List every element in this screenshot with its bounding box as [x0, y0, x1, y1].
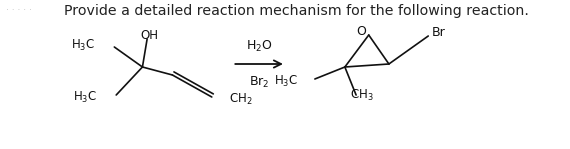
Text: CH$_3$: CH$_3$ — [350, 88, 373, 103]
Text: . . . . .: . . . . . — [6, 3, 31, 12]
Text: CH$_2$: CH$_2$ — [229, 91, 253, 107]
Text: OH: OH — [140, 29, 158, 42]
Text: O: O — [356, 25, 366, 38]
Text: H$_3$C: H$_3$C — [74, 89, 97, 105]
Text: Br: Br — [432, 26, 446, 39]
Text: H$_3$C: H$_3$C — [274, 73, 298, 89]
Text: H$_2$O: H$_2$O — [246, 38, 272, 53]
Text: H$_3$C: H$_3$C — [71, 37, 96, 53]
Text: Provide a detailed reaction mechanism for the following reaction.: Provide a detailed reaction mechanism fo… — [64, 4, 529, 18]
Text: Br$_2$: Br$_2$ — [249, 74, 270, 90]
